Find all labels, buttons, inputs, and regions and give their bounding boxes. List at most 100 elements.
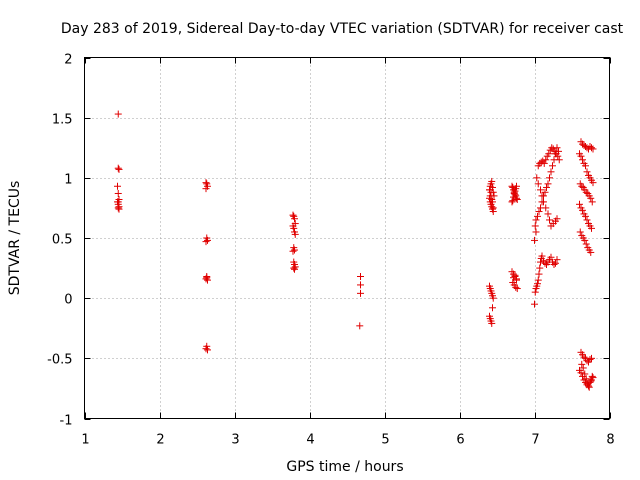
data-point [535,208,543,216]
x-tick-label: 7 [531,433,539,448]
data-point [204,276,211,284]
data-point [589,374,597,382]
y-tick-label: -0.5 [47,353,72,368]
data-point [486,192,494,200]
data-point [356,322,364,330]
data-point [202,179,210,187]
data-point [114,110,122,118]
data-point [541,188,549,196]
data-point [531,300,538,308]
data-point [542,204,550,212]
data-point [576,228,584,236]
data-point [549,162,556,170]
data-point [542,156,550,164]
x-tick-label: 2 [156,433,164,448]
data-point [579,364,587,372]
data-point [544,210,552,218]
data-point [541,259,549,267]
data-point [540,198,547,206]
data-point [511,271,519,279]
data-point [534,280,541,288]
data-point [577,369,585,377]
data-point [510,193,517,201]
data-point [513,285,521,293]
data-point [489,204,497,212]
x-tick-label: 3 [231,433,239,448]
data-point [509,197,517,205]
data-point [582,162,589,170]
data-point [534,212,541,220]
data-point [544,180,552,188]
data-point [202,185,210,193]
data-points [114,110,597,391]
data-point [587,248,595,256]
data-point [583,357,591,365]
data-point [114,204,122,212]
data-point [576,200,583,208]
y-tick-label: 2 [64,53,72,68]
data-point [588,144,595,152]
data-point [488,177,496,185]
data-point [202,275,210,283]
data-point [578,360,586,368]
plot-frame [84,57,610,419]
data-point [291,265,298,273]
data-point [513,275,520,283]
y-tick-label: -1 [60,414,73,429]
data-point [531,222,539,230]
y-axis-label: SDTVAR / TECUs [7,181,23,296]
data-point [578,182,586,190]
data-point [577,152,585,160]
data-point [582,188,590,196]
data-point [545,150,553,158]
data-point [114,198,122,206]
data-point [513,182,520,190]
data-point [540,159,548,167]
data-point [583,216,591,224]
data-point [582,375,590,383]
data-point [580,353,588,361]
data-point [532,216,540,224]
data-point [553,256,561,264]
data-point [537,186,544,194]
data-point [531,236,538,244]
data-point [588,372,596,380]
data-point [289,211,297,219]
data-point [548,144,556,152]
data-point [489,198,496,206]
data-point [552,259,559,267]
data-point [114,164,122,172]
data-point [487,188,495,196]
data-point [582,212,589,220]
data-point [531,288,539,296]
data-point [546,174,553,182]
data-point [291,215,298,223]
data-point [533,174,541,182]
data-point [202,345,210,353]
data-point [513,195,521,203]
data-point [586,356,594,364]
data-point [583,168,591,176]
data-point [582,240,590,248]
data-point [538,192,546,200]
data-point [553,215,561,223]
data-point [537,258,544,266]
data-point [581,370,589,378]
y-tick-labels: -1 -0.5 0 0.5 1 1.5 2 [47,53,72,429]
data-point [588,198,596,206]
data-point [581,236,589,244]
y-tick-label: 1.5 [52,113,73,128]
data-point [534,276,542,284]
data-point [357,281,364,289]
data-point [291,246,298,254]
data-point [538,252,546,260]
data-point [550,260,558,268]
data-point [587,194,595,202]
x-tick-labels: 1 2 3 4 5 6 7 8 [81,433,614,448]
data-point [204,236,211,244]
data-point [508,198,516,206]
data-point [543,183,550,191]
y-tick-label: 0 [64,293,72,308]
data-point [357,273,364,281]
